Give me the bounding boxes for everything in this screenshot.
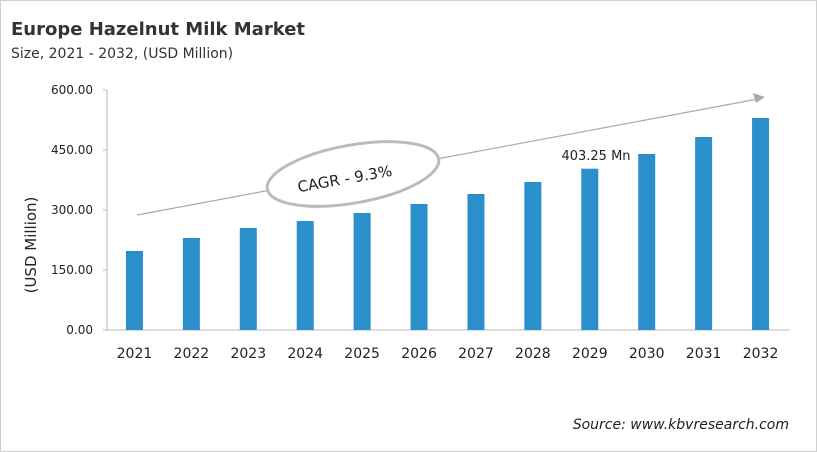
y-tick-label: 450.00 (51, 143, 93, 157)
x-tick-label: 2024 (287, 346, 323, 362)
x-tick-label: 2029 (572, 346, 608, 362)
bar-2021 (125, 251, 143, 330)
chart-subtitle: Size, 2021 - 2032, (USD Million) (11, 46, 234, 62)
x-tick-label: 2032 (743, 346, 779, 362)
bar-2024 (296, 221, 314, 330)
x-tick-label: 2028 (515, 346, 551, 362)
y-tick-label: 0.00 (66, 323, 93, 337)
y-tick-label: 600.00 (51, 83, 93, 97)
chart-title: Europe Hazelnut Milk Market (11, 19, 306, 40)
cagr-ellipse (265, 140, 441, 208)
x-tick-label: 2030 (629, 346, 665, 362)
y-axis-label: (USD Million) (22, 197, 40, 294)
y-tick-label: 150.00 (51, 263, 93, 277)
x-tick-label: 2023 (230, 346, 266, 362)
trend-arrowhead (753, 93, 765, 103)
bar-2022 (182, 238, 200, 330)
x-tick-label: 2027 (458, 346, 494, 362)
x-tick-label: 2026 (401, 346, 437, 362)
x-tick-label: 2022 (174, 346, 210, 362)
trend-arrow (136, 98, 759, 216)
bar-2023 (239, 228, 257, 330)
bar-2026 (410, 204, 428, 330)
bar-2025 (353, 213, 371, 330)
x-tick-label: 2025 (344, 346, 380, 362)
bar-2030 (638, 154, 656, 330)
x-tick-label: 2021 (117, 346, 153, 362)
bar-2032 (752, 118, 770, 330)
x-tick-label: 2031 (686, 346, 722, 362)
y-tick-label: 300.00 (51, 203, 93, 217)
value-label: 403.25 Mn (561, 149, 630, 164)
source-note: Source: www.kbvresearch.com (572, 417, 789, 433)
bar-2027 (467, 194, 485, 330)
bar-2031 (695, 137, 713, 330)
bar-2029 (581, 168, 599, 330)
bar-2028 (524, 182, 542, 330)
